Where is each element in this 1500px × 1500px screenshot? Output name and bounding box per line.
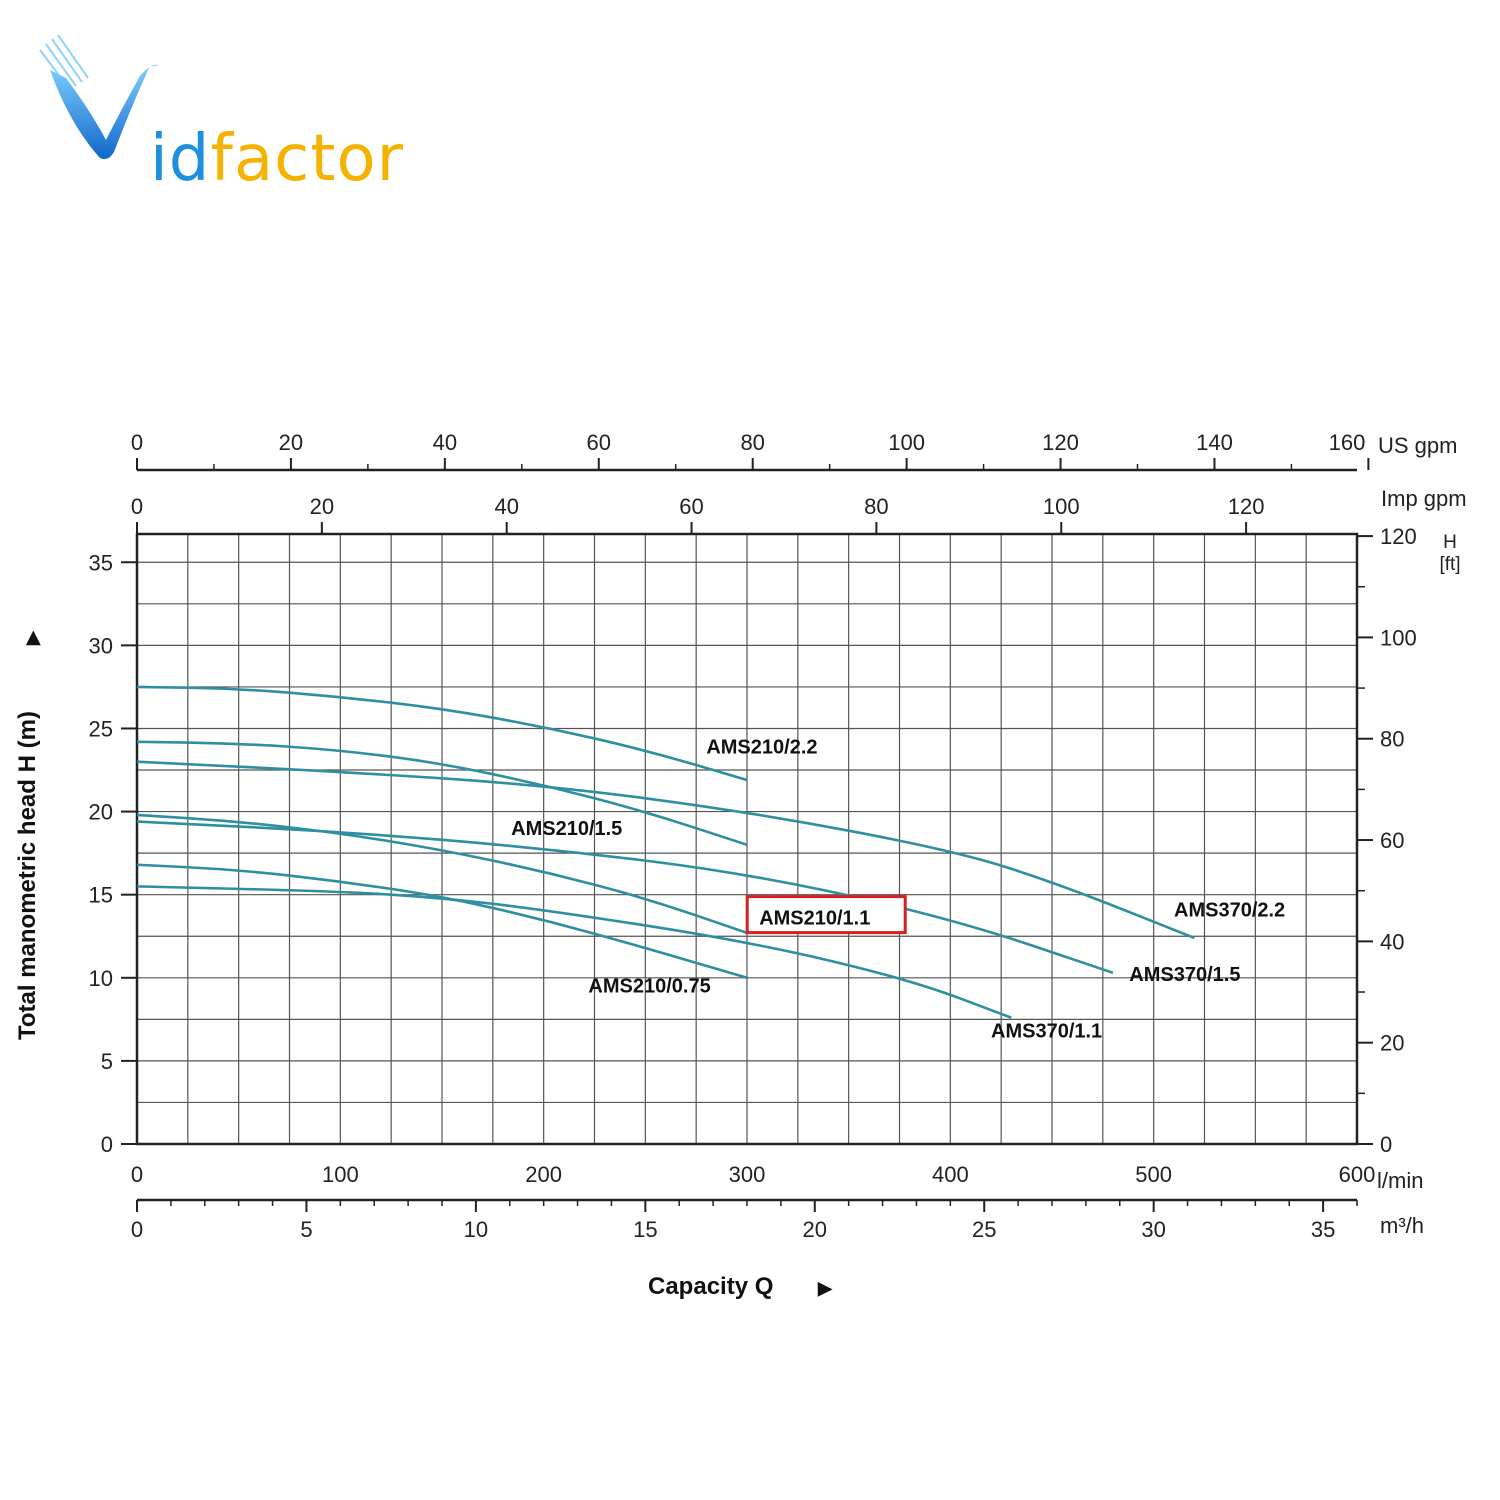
hft-tick-label: 120: [1380, 524, 1417, 549]
usgpm-tick-label: 140: [1196, 430, 1233, 455]
curve-ams370-1-1: [136, 885, 1012, 1019]
curve-ams210-0-75: [136, 863, 748, 980]
chart-grid: [135, 532, 1359, 1146]
m3h-tick-label: 35: [1311, 1217, 1335, 1242]
m3h-unit-label: m³/h: [1380, 1213, 1424, 1238]
m3h-tick-label: 0: [131, 1217, 143, 1242]
x-tick-label: 600: [1339, 1162, 1376, 1187]
curve-label: AMS210/1.5: [511, 818, 622, 840]
y-tick-label: 0: [101, 1132, 113, 1157]
usgpm-tick-label: 120: [1042, 430, 1079, 455]
logo-wordmark-rest: factor: [210, 122, 404, 196]
y-tick-label: 30: [89, 633, 113, 658]
hft-tick-label: 80: [1380, 727, 1404, 752]
m3h-tick-label: 25: [972, 1217, 996, 1242]
usgpm-tick-label: 160: [1329, 430, 1366, 455]
usgpm-tick-label: 40: [433, 430, 457, 455]
impgpm-tick-label: 120: [1228, 494, 1265, 519]
x-tick-label: 500: [1135, 1162, 1172, 1187]
y-tick-label: 5: [101, 1049, 113, 1074]
plot-frame: [135, 532, 1359, 1146]
m3h-tick-label: 15: [633, 1217, 657, 1242]
x-tick-label: 300: [729, 1162, 766, 1187]
impgpm-tick-label: 80: [864, 494, 888, 519]
curve-ams370-2-2: [136, 760, 1195, 940]
curve-ams210-2-2: [136, 685, 748, 782]
x-unit-label: l/min: [1377, 1168, 1423, 1193]
logo-swoosh-icon: [39, 34, 158, 160]
x-tick-label: 0: [131, 1162, 143, 1187]
hft-tick-label: 40: [1380, 929, 1404, 954]
curve-ams210-1-5: [136, 740, 748, 847]
m3h-tick-label: 5: [300, 1217, 312, 1242]
usgpm-tick-label: 0: [131, 430, 143, 455]
m3h-tick-label: 30: [1141, 1217, 1165, 1242]
curve-ams370-1-5: [136, 820, 1114, 975]
curve-label: AMS210/2.2: [706, 736, 817, 758]
hft-unit-bottom: [ft]: [1439, 554, 1460, 575]
usgpm-unit-label: US gpm: [1378, 433, 1457, 458]
curve-label: AMS210/1.1: [759, 908, 870, 930]
usgpm-tick-label: 60: [587, 430, 611, 455]
x-tick-label: 200: [525, 1162, 562, 1187]
impgpm-unit-label: Imp gpm: [1381, 486, 1467, 511]
x-axis-title: Capacity Q: [648, 1273, 773, 1300]
hft-tick-label: 60: [1380, 828, 1404, 853]
impgpm-tick-label: 0: [131, 494, 143, 519]
logo-wordmark: idfactor: [150, 122, 404, 196]
hft-unit-top: H: [1443, 532, 1457, 553]
curve-label: AMS370/1.5: [1129, 964, 1240, 986]
usgpm-tick-label: 80: [740, 430, 764, 455]
usgpm-tick-label: 20: [279, 430, 303, 455]
x-tick-label: 400: [932, 1162, 969, 1187]
impgpm-tick-label: 100: [1043, 494, 1080, 519]
curve-label: AMS370/1.1: [991, 1021, 1102, 1043]
m3h-tick-label: 10: [464, 1217, 488, 1242]
y-tick-label: 10: [89, 966, 113, 991]
m3h-tick-label: 20: [803, 1217, 827, 1242]
y-axis-title: Total manometric head H (m): [14, 711, 41, 1040]
curve-ams210-1-1: [136, 813, 748, 935]
hft-tick-label: 100: [1380, 625, 1417, 650]
hft-tick-label: 20: [1380, 1031, 1404, 1056]
y-axis-arrow-icon: ▶: [22, 630, 42, 646]
impgpm-tick-label: 20: [310, 494, 334, 519]
chart-labels: AMS210/2.2 AMS210/1.5 AMS210/1.1 AMS210/0.7…: [511, 736, 1285, 1042]
y-tick-label: 25: [89, 716, 113, 741]
x-axis-arrow-icon: ▶: [817, 1278, 833, 1298]
impgpm-tick-label: 60: [679, 494, 703, 519]
usgpm-tick-label: 100: [888, 430, 925, 455]
highlight-box: [745, 895, 907, 935]
impgpm-tick-label: 40: [494, 494, 518, 519]
curve-label: AMS370/2.2: [1174, 899, 1285, 921]
x-tick-label: 100: [322, 1162, 359, 1187]
chart-curves: [136, 685, 1195, 1019]
hft-tick-label: 0: [1380, 1132, 1392, 1157]
y-tick-label: 15: [89, 883, 113, 908]
vidfactor-logo: idfactor: [30, 30, 403, 196]
y-tick-label: 20: [89, 800, 113, 825]
curve-label: AMS210/0.75: [588, 976, 710, 998]
y-tick-label: 35: [89, 550, 113, 575]
logo-wordmark-blue: id: [150, 122, 211, 196]
